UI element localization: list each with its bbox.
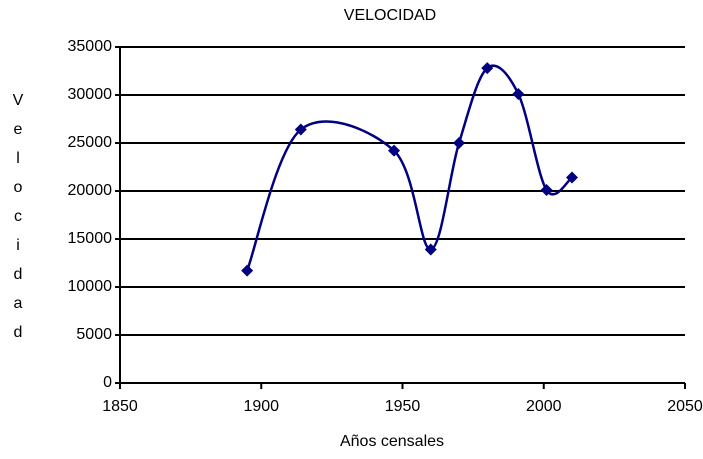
x-tick-label: 2050 [667,398,703,415]
y-tick-label: 20000 [68,182,113,199]
y-tick-label: 35000 [68,38,113,55]
y-tick-label: 25000 [68,134,113,151]
x-tick-label: 2000 [526,398,562,415]
marker [540,184,553,197]
marker [294,123,307,136]
y-tick-label: 10000 [68,278,113,295]
chart-title: VELOCIDAD [344,7,436,24]
marker [241,264,254,277]
x-tick-label: 1850 [102,398,138,415]
marker [512,88,525,101]
y-tick-label: 5000 [76,326,112,343]
marker [453,137,465,149]
marker [566,171,578,184]
marker [481,62,494,75]
x-tick-label: 1900 [243,398,279,415]
x-axis-label: Años censales [340,433,444,450]
y-tick-label: 30000 [68,86,113,103]
y-tick-label: 15000 [68,230,113,247]
marker [424,243,437,256]
y-axis-label: Velocidad [10,92,27,353]
x-tick-label: 1950 [385,398,421,415]
y-tick-label: 0 [103,374,112,391]
marker [388,144,401,157]
